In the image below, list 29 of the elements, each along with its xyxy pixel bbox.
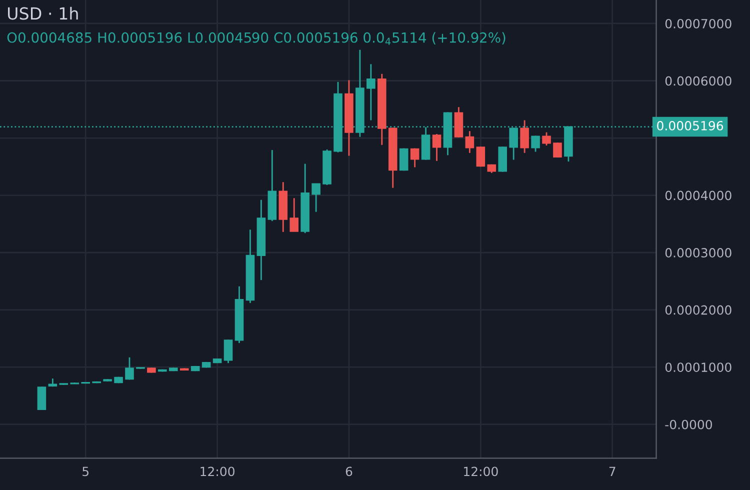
ref-line-label: 0.0005196 bbox=[657, 120, 724, 130]
candlestick bbox=[410, 148, 420, 168]
chart-title: USD · 1h bbox=[8, 6, 78, 20]
y-tick-label: 0.0002000 bbox=[665, 305, 732, 315]
x-tick-label: 12:00 bbox=[200, 466, 234, 476]
candlestick bbox=[520, 120, 529, 154]
x-tick-label: 5 bbox=[82, 466, 88, 476]
y-tick-label: 0.0007000 bbox=[665, 18, 732, 28]
y-tick-label: 0.0001000 bbox=[665, 362, 732, 372]
y-tick-label: 0.0003000 bbox=[665, 248, 732, 258]
y-tick-label: -0.0000 bbox=[665, 420, 712, 430]
candlestick bbox=[432, 133, 442, 162]
candlestick bbox=[531, 135, 540, 152]
y-tick-label: 0.0004000 bbox=[665, 190, 732, 200]
x-tick-label: 6 bbox=[346, 466, 352, 476]
candlestick bbox=[125, 356, 134, 380]
candlestick bbox=[37, 386, 46, 411]
candlestick bbox=[312, 183, 320, 213]
x-tick-label: 12:00 bbox=[464, 466, 498, 476]
candlestick bbox=[476, 146, 486, 168]
candlestick bbox=[542, 132, 551, 146]
y-tick-label: 0.0006000 bbox=[665, 76, 732, 86]
candlestick bbox=[224, 338, 233, 364]
candlestick bbox=[366, 63, 376, 121]
candlestick bbox=[465, 130, 474, 154]
x-tick-label: 7 bbox=[609, 466, 616, 476]
candlestick bbox=[553, 142, 562, 158]
candlestick bbox=[290, 197, 298, 232]
text: O0.0004685 H0.0005196 L0.0004590 C0.0005196 0.0$_{4}$5114 (+10.92%) bbox=[7, 32, 506, 45]
